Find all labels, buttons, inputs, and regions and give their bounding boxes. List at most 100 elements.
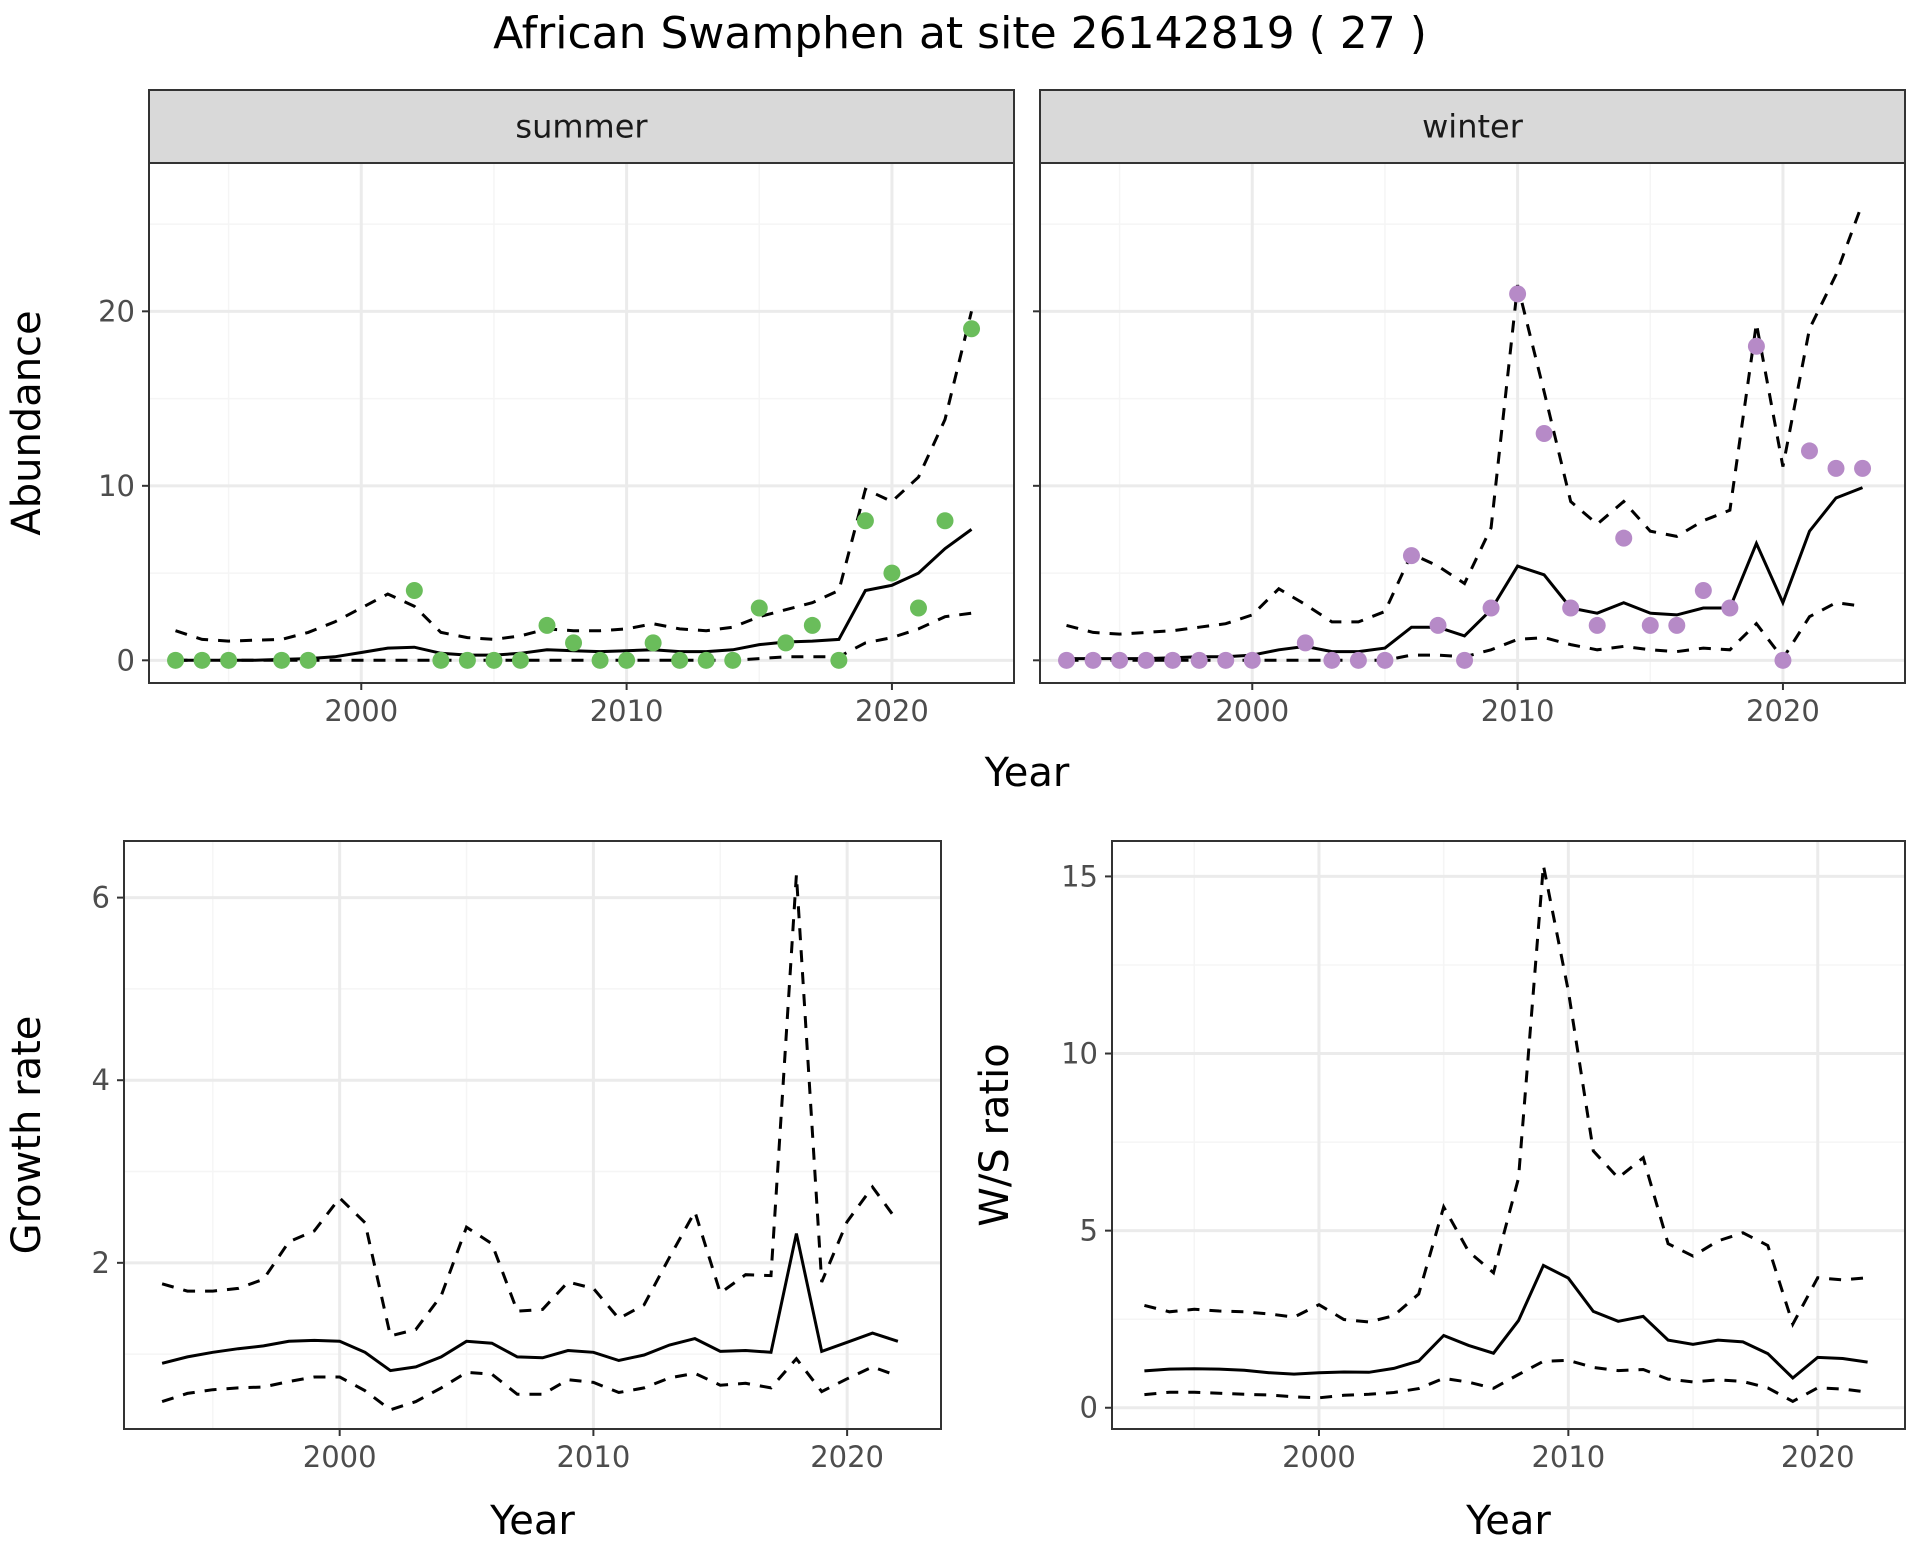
data-point	[1800, 442, 1818, 460]
y-tick-label: 4	[92, 1063, 110, 1097]
data-point	[167, 651, 185, 669]
panel-background	[1040, 163, 1905, 683]
lower-bound-line	[161, 1356, 899, 1412]
facet-strip-label: summer	[515, 108, 648, 146]
mean-line	[161, 1233, 899, 1373]
facet-strip-summer	[148, 89, 1015, 164]
panel-summer: summer 2000 2010 2020 0 10 20 Abundance	[4, 89, 1015, 728]
data-point	[618, 651, 636, 669]
data-point	[830, 651, 848, 669]
data-point	[1641, 616, 1659, 634]
data-point	[220, 651, 238, 669]
data-point	[1721, 599, 1739, 617]
panel-background	[124, 841, 941, 1429]
x-tick-label: 2010	[1481, 694, 1555, 728]
data-point	[750, 599, 768, 617]
data-point	[565, 634, 583, 652]
y-tick-label: 5	[1080, 1214, 1098, 1248]
data-point	[1827, 459, 1845, 477]
facet-strip-winter	[1039, 89, 1906, 164]
figure-title: African Swamphen at site 26142819 ( 27 )	[493, 8, 1427, 59]
data-point	[724, 651, 742, 669]
data-point	[1694, 582, 1712, 600]
data-point	[1058, 651, 1076, 669]
data-point	[511, 651, 529, 669]
data-point	[777, 634, 795, 652]
data-point	[432, 651, 450, 669]
data-point	[1562, 599, 1580, 617]
lower-bound-line	[1144, 1358, 1868, 1404]
data-point	[1482, 599, 1500, 617]
y-tick-label: 2	[92, 1246, 110, 1280]
data-point	[1854, 459, 1872, 477]
panel-growth: 2000 2010 2020 2 4 6 Growth rate Year	[4, 840, 942, 1544]
y-tick-label: 15	[1061, 859, 1098, 893]
data-point	[1747, 337, 1765, 355]
x-tick-label: 2000	[1215, 694, 1289, 728]
data-point	[697, 651, 715, 669]
data-point	[1535, 424, 1553, 442]
data-point	[538, 616, 556, 634]
y-tick-label: 20	[98, 294, 135, 328]
x-tick-label: 2010	[1531, 1440, 1605, 1474]
x-tick-label: 2000	[324, 694, 398, 728]
data-point	[1456, 651, 1474, 669]
x-tick-label: 2020	[1746, 694, 1820, 728]
data-point	[644, 634, 662, 652]
data-point	[1084, 651, 1102, 669]
y-tick-label: 10	[1061, 1037, 1098, 1071]
panel-ws: 2000 2010 2020 0 5 10 15 W/S ratio Year	[972, 840, 1906, 1544]
data-point	[485, 651, 503, 669]
data-point	[591, 651, 609, 669]
data-point	[1323, 651, 1341, 669]
y-axis-title: W/S ratio	[972, 1043, 1018, 1226]
data-point	[1164, 651, 1182, 669]
x-tick-label: 2010	[590, 694, 664, 728]
data-point	[963, 320, 981, 338]
data-point	[936, 512, 954, 530]
y-axis-title: Abundance	[4, 310, 50, 535]
upper-bound-line	[175, 310, 973, 643]
data-point	[1217, 651, 1235, 669]
panel-background	[1112, 841, 1905, 1429]
data-point	[273, 651, 291, 669]
upper-bound-line	[1066, 202, 1864, 636]
facet-strip-label: winter	[1422, 108, 1524, 146]
data-point	[1509, 285, 1527, 303]
y-axis-title: Growth rate	[4, 1016, 50, 1255]
panel-border	[123, 840, 942, 1430]
data-point	[803, 616, 821, 634]
data-point	[1349, 651, 1367, 669]
data-point	[1376, 651, 1394, 669]
data-point	[1402, 547, 1420, 565]
data-point	[405, 582, 423, 600]
y-tick-label: 10	[98, 469, 135, 503]
upper-bound-line	[161, 874, 900, 1338]
data-point	[671, 651, 689, 669]
data-point	[1243, 651, 1261, 669]
panel-border	[1111, 840, 1906, 1430]
y-tick-label: 0	[1080, 1391, 1098, 1425]
data-point	[883, 564, 901, 582]
y-tick-label: 6	[92, 881, 110, 915]
x-tick-label: 2010	[556, 1440, 630, 1474]
panel-winter: winter 2000 2010 2020	[1033, 89, 1906, 728]
data-point	[193, 651, 211, 669]
data-point	[1137, 651, 1155, 669]
x-tick-label: 2020	[810, 1440, 884, 1474]
mean-line	[1144, 1263, 1868, 1381]
y-tick-label: 0	[117, 643, 135, 677]
x-axis-title: Year	[489, 1498, 575, 1544]
data-point	[856, 512, 874, 530]
x-tick-label: 2000	[1282, 1440, 1356, 1474]
x-axis-title: Year	[1465, 1498, 1551, 1544]
data-point	[1668, 616, 1686, 634]
data-point	[1111, 651, 1129, 669]
top-row-x-axis-title: Year	[984, 750, 1070, 796]
data-point	[1429, 616, 1447, 634]
x-tick-label: 2020	[855, 694, 929, 728]
x-tick-label: 2020	[1781, 1440, 1855, 1474]
